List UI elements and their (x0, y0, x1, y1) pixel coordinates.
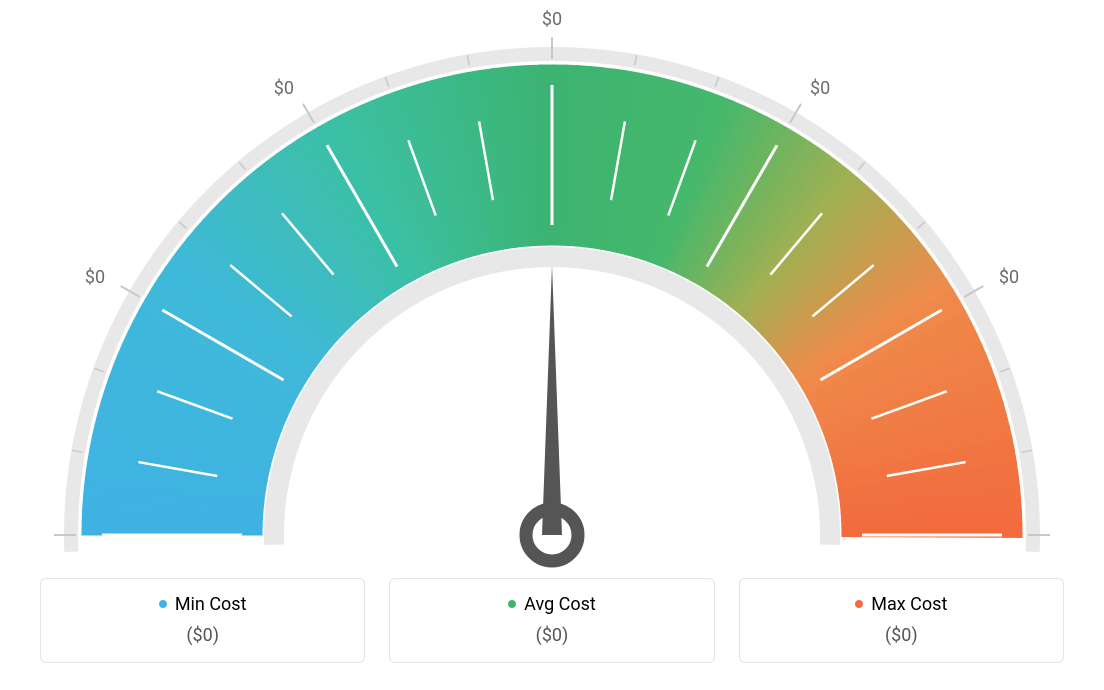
gauge-svg: $0$0$0$0$0$0$0 (40, 10, 1064, 570)
svg-text:$0: $0 (810, 78, 830, 99)
legend-card-min: Min Cost ($0) (40, 578, 365, 663)
svg-text:$0: $0 (542, 10, 562, 30)
legend-dot-min (159, 600, 167, 608)
svg-text:$0: $0 (274, 78, 294, 99)
svg-text:$0: $0 (85, 267, 105, 288)
legend-card-max: Max Cost ($0) (739, 578, 1064, 663)
legend-title-max: Max Cost (855, 594, 947, 615)
legend-label-min: Min Cost (175, 594, 247, 615)
legend-value-avg: ($0) (400, 625, 703, 646)
legend-title-min: Min Cost (159, 594, 247, 615)
gauge-chart-container: $0$0$0$0$0$0$0 Min Cost ($0) Avg Cost ($… (0, 0, 1104, 690)
legend-dot-max (855, 600, 863, 608)
gauge-area: $0$0$0$0$0$0$0 (40, 10, 1064, 570)
svg-text:$0: $0 (999, 267, 1019, 288)
legend-label-max: Max Cost (871, 594, 947, 615)
legend-dot-avg (508, 600, 516, 608)
legend-value-max: ($0) (750, 625, 1053, 646)
legend-label-avg: Avg Cost (524, 594, 596, 615)
legend-card-avg: Avg Cost ($0) (389, 578, 714, 663)
legend-row: Min Cost ($0) Avg Cost ($0) Max Cost ($0… (40, 578, 1064, 663)
legend-title-avg: Avg Cost (508, 594, 596, 615)
legend-value-min: ($0) (51, 625, 354, 646)
